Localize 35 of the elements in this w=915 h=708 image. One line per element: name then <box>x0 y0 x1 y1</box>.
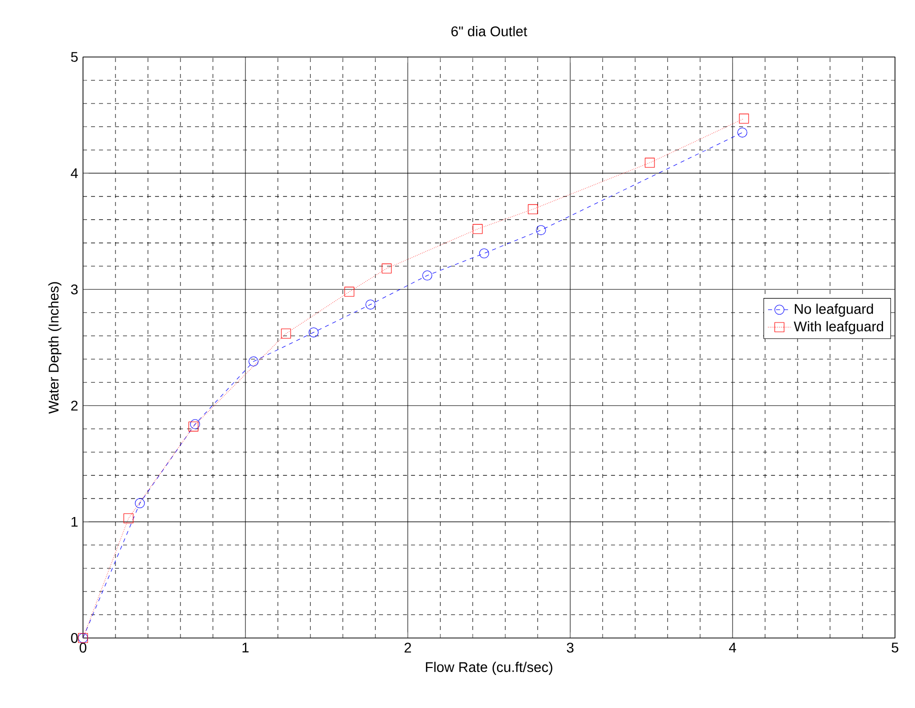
point <box>308 327 319 338</box>
point <box>188 422 198 432</box>
point <box>190 419 200 430</box>
x-tick-label: 3 <box>566 642 574 653</box>
legend-label: No leafguard <box>794 304 873 317</box>
point <box>382 264 392 274</box>
point <box>536 225 546 236</box>
point <box>124 513 134 524</box>
y-tick-label: 1 <box>72 517 78 527</box>
y-tick-label: 5 <box>71 52 78 62</box>
y-tick-label: 3 <box>71 284 78 294</box>
point <box>344 286 354 297</box>
y-tick-label: 4 <box>70 168 78 178</box>
point <box>134 498 145 508</box>
x-tick-label: 4 <box>729 642 736 652</box>
chart-title: 6" dia Outlet <box>451 26 528 36</box>
point <box>644 158 655 168</box>
x-tick-label: 2 <box>404 642 411 652</box>
y-tick-label: 2 <box>71 400 78 410</box>
point <box>422 270 432 280</box>
x-tick-label: 5 <box>892 642 898 652</box>
point <box>472 224 483 234</box>
x-tick-label: 0 <box>80 642 86 653</box>
point <box>479 248 490 258</box>
point <box>737 128 748 138</box>
x-axis-title: Flow Rate (cu.ft/sec) <box>426 662 552 675</box>
point <box>281 328 291 338</box>
x-tick-label: 1 <box>242 642 249 652</box>
point <box>366 300 376 310</box>
point <box>739 114 749 124</box>
legend-label: With leafguard <box>794 321 884 334</box>
point <box>528 204 538 214</box>
y-axis-title: Water Depth (Inches) <box>48 282 62 414</box>
point <box>248 356 258 366</box>
y-tick-label: 0 <box>71 633 78 643</box>
